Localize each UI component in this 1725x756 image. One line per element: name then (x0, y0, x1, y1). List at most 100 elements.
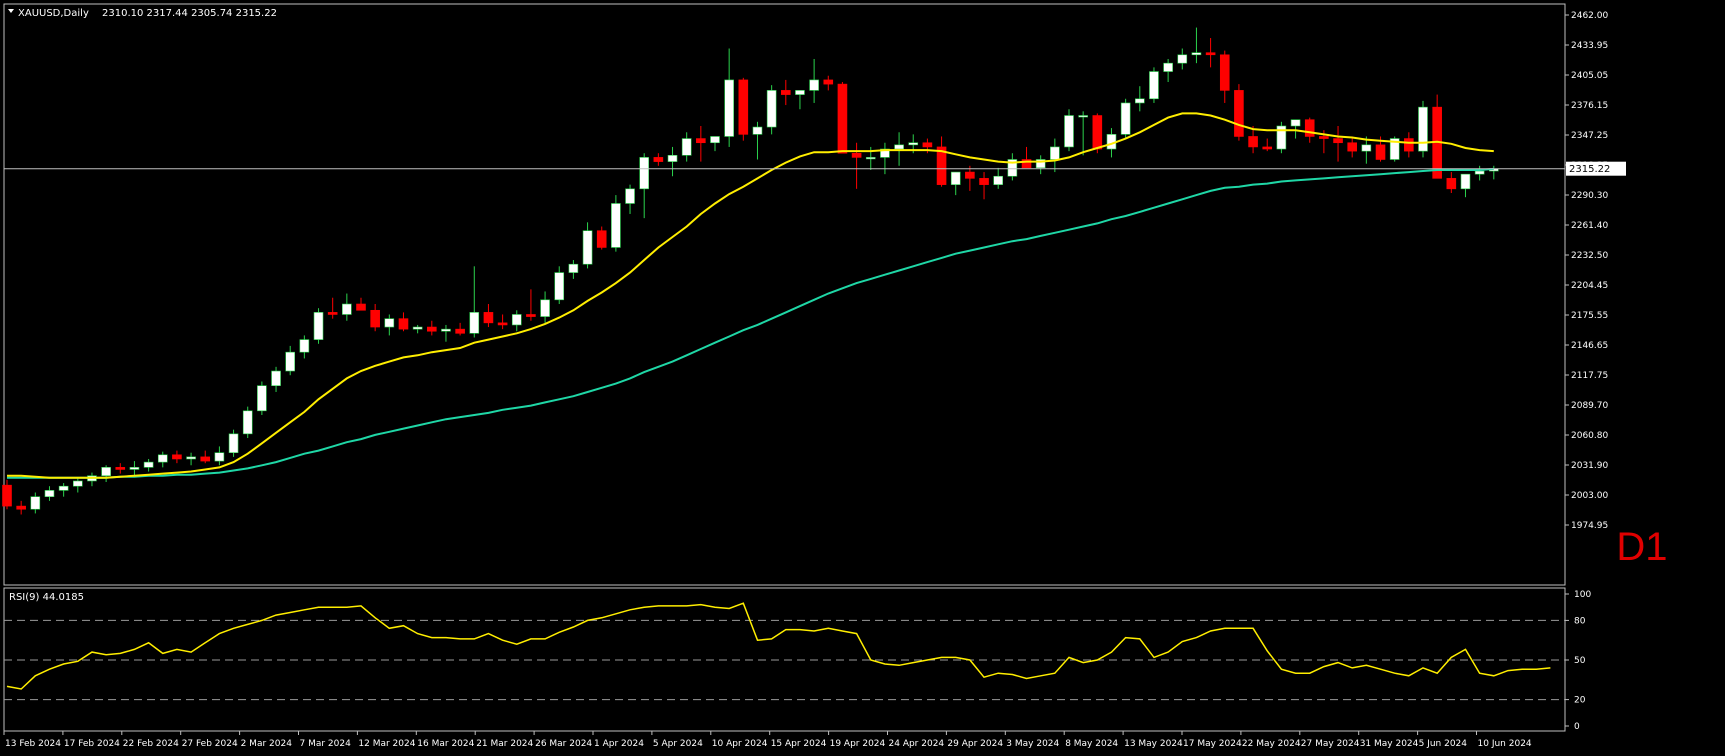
date-tick-label: 8 May 2024 (1065, 739, 1118, 749)
bull-candle-body (1064, 115, 1074, 148)
bull-candle-body (73, 480, 83, 487)
candle (143, 458, 154, 472)
candle (58, 483, 69, 497)
bear-candle-body (115, 467, 126, 470)
date-tick-label: 10 Apr 2024 (712, 739, 768, 749)
rsi-tick-label: 80 (1574, 616, 1586, 626)
bull-candle-body (342, 303, 352, 315)
candle (582, 222, 593, 269)
date-tick-label: 22 May 2024 (1242, 739, 1301, 749)
candle (483, 304, 494, 328)
candle (285, 345, 296, 376)
candle (384, 314, 395, 336)
bull-candle-body (441, 328, 451, 332)
bull-candle-body (1460, 173, 1471, 190)
bull-candle-body (1007, 159, 1018, 177)
bull-candle-body (44, 490, 55, 497)
candle (965, 165, 975, 191)
candle (894, 132, 904, 166)
date-tick-label: 17 Feb 2024 (64, 739, 120, 749)
price-tick-label: 2232.50 (1571, 251, 1608, 261)
bull-candle-body (228, 433, 239, 453)
candle (1177, 48, 1188, 70)
candle (1163, 58, 1173, 83)
collapse-triangle-icon[interactable] (8, 9, 14, 13)
price-tick-label: 2060.80 (1571, 431, 1608, 441)
rsi-axis: 100 80 50 20 0 (1565, 590, 1591, 732)
bull-candle-body (469, 312, 480, 334)
bull-candle-body (554, 272, 565, 301)
date-tick-label: 13 Feb 2024 (5, 739, 61, 749)
price-tick-label: 2433.95 (1571, 41, 1608, 51)
bear-candle-body (979, 178, 989, 185)
candle (412, 324, 423, 334)
rsi-tick-label: 20 (1574, 696, 1586, 706)
date-tick-label: 10 Jun 2024 (1478, 739, 1532, 749)
bear-candle-body (1262, 146, 1273, 150)
candle (979, 172, 989, 200)
bull-candle-body (511, 314, 522, 326)
date-tick-label: 21 Mar 2024 (476, 739, 533, 749)
bull-candle-body (766, 90, 777, 128)
bear-candle-body (1205, 52, 1216, 56)
candle (129, 461, 140, 476)
price-panel[interactable]: XAUUSD,Daily 2310.10 2317.44 2305.74 231… (2, 3, 1668, 586)
bull-candle-body (384, 318, 395, 328)
bull-candle-body (1035, 159, 1046, 169)
date-tick-label: 5 Jun 2024 (1419, 739, 1468, 749)
candle (1234, 84, 1244, 141)
bear-candle-body (497, 322, 508, 326)
date-tick-label: 27 May 2024 (1301, 739, 1360, 749)
bear-candle-body (2, 484, 12, 507)
current-price-marker: 2315.22 (1566, 161, 1626, 176)
candle (766, 85, 777, 135)
bull-candle-body (667, 155, 678, 162)
bull-candle-body (1120, 102, 1131, 135)
candle (738, 77, 749, 141)
bull-candle-body (1389, 138, 1400, 160)
candle (752, 121, 763, 160)
bull-candle-body (285, 351, 296, 372)
date-axis[interactable]: 13 Feb 2024 17 Feb 2024 22 Feb 2024 27 Feb … (3, 731, 1532, 749)
bull-candle-body (880, 148, 890, 158)
bear-candle-body (780, 90, 791, 95)
candle (342, 293, 352, 321)
candle (1149, 67, 1159, 103)
bull-candle-body (101, 467, 111, 477)
date-tick-label: 24 Apr 2024 (889, 739, 945, 749)
candle (398, 312, 409, 332)
price-tick-label: 2146.65 (1571, 341, 1608, 351)
date-tick-label: 2 Mar 2024 (241, 739, 293, 749)
bull-candle-body (313, 312, 324, 340)
bear-candle-body (1404, 138, 1414, 152)
bear-candle-body (172, 454, 182, 460)
candle (1064, 109, 1074, 152)
symbol-label: XAUUSD,Daily (18, 8, 89, 19)
rsi-panel[interactable]: RSI(9) 44.0185 100 80 50 20 0 (3, 587, 1591, 732)
bear-candle-body (1304, 119, 1315, 137)
candle (780, 79, 791, 106)
bear-candle-body (851, 152, 862, 158)
candle (1347, 136, 1357, 158)
bull-candle-body (58, 485, 69, 491)
candle (228, 429, 239, 457)
bull-candle-body (1078, 115, 1088, 118)
candle (710, 136, 720, 152)
date-tick-label: 22 Feb 2024 (123, 739, 179, 749)
bull-candle-body (582, 230, 593, 265)
bull-candle-body (950, 171, 961, 185)
bull-candle-body (1050, 146, 1060, 160)
candle (1460, 173, 1471, 198)
candle (299, 335, 310, 359)
candle (681, 132, 692, 162)
bear-candle-body (370, 309, 380, 328)
price-tick-label: 2376.15 (1571, 101, 1608, 111)
bear-candle-body (837, 83, 848, 154)
bear-candle-body (1319, 136, 1329, 139)
bull-candle-body (242, 410, 253, 435)
bear-candle-body (1375, 144, 1386, 160)
candle (1333, 125, 1343, 162)
candle (696, 125, 706, 162)
